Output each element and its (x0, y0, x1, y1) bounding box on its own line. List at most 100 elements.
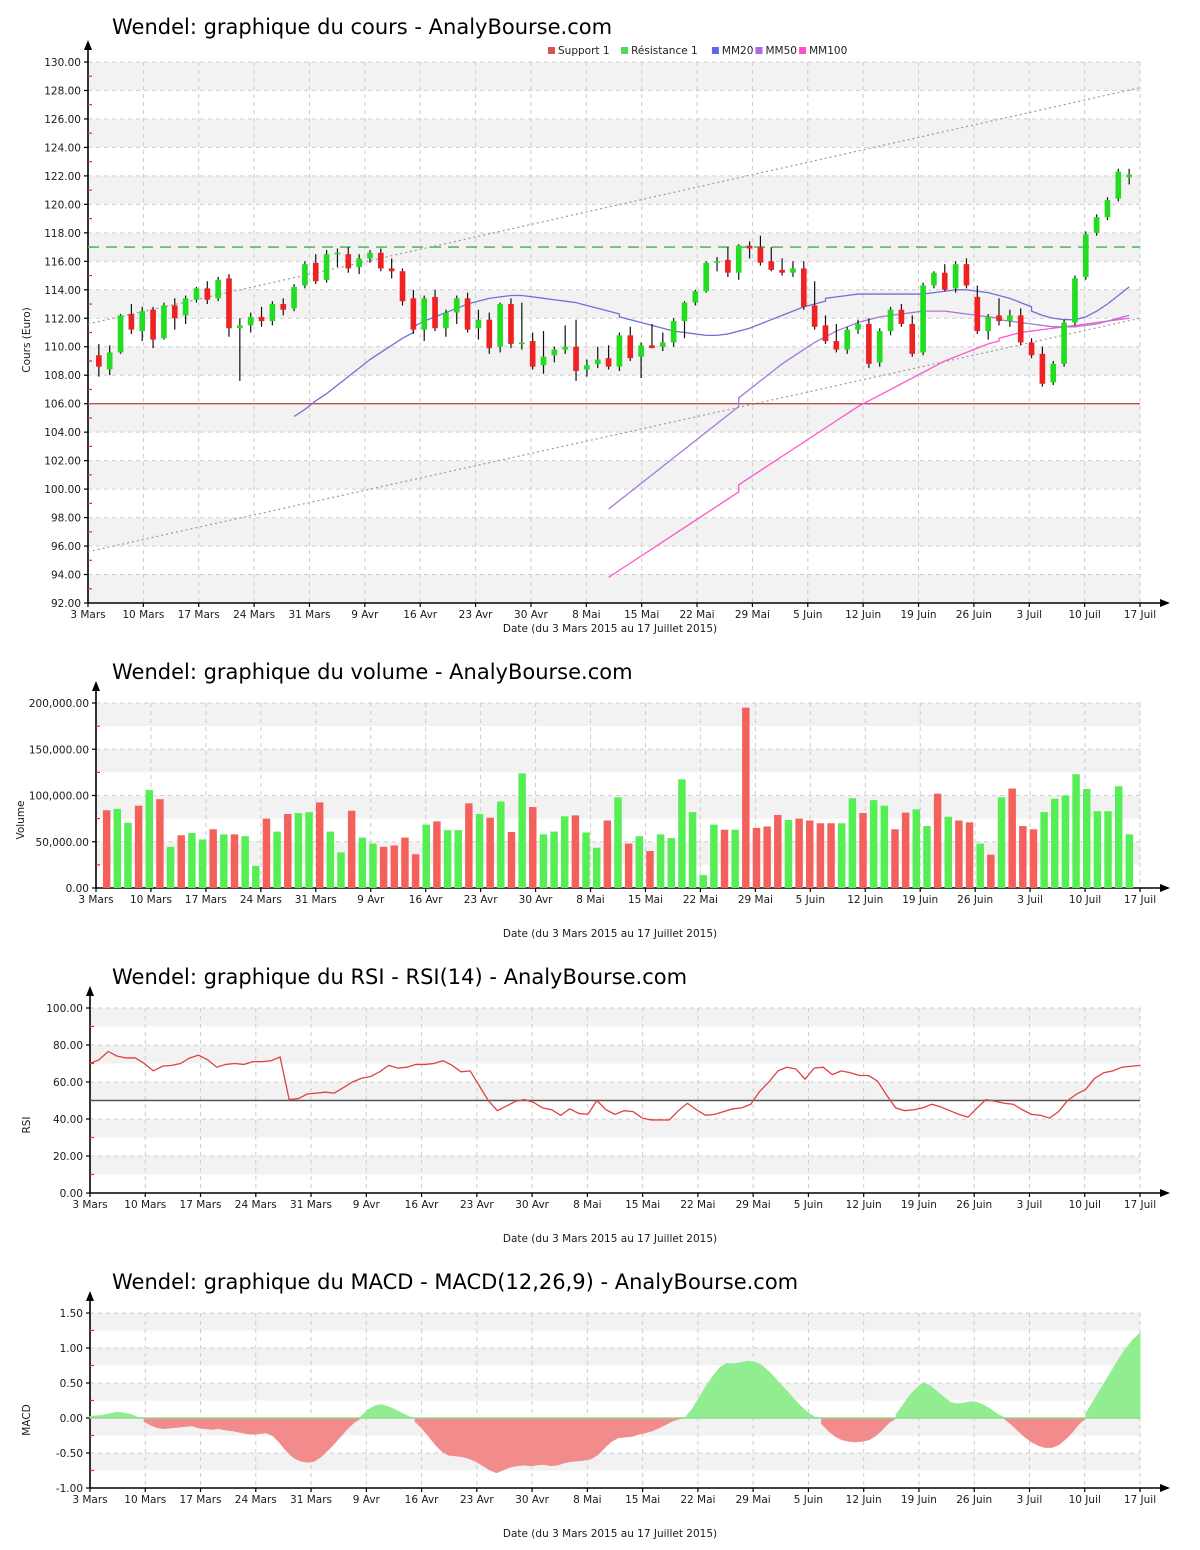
x-tick-label: 24 Mars (240, 894, 282, 906)
y-tick-label: 116.00 (44, 256, 81, 268)
volume-y-axis-label: Volume (15, 800, 27, 839)
candle-body (367, 252, 373, 259)
volume-bar (529, 807, 537, 888)
plot-band (90, 1313, 1140, 1331)
candle-body (735, 245, 742, 273)
volume-bar (284, 814, 292, 888)
candle-body (649, 345, 655, 349)
x-tick-label: 29 Mai (736, 1199, 771, 1211)
volume-bar (252, 865, 260, 888)
candle-body (96, 355, 102, 367)
candle-body (334, 252, 341, 255)
plot-band (96, 703, 1140, 727)
candle-body (1061, 322, 1067, 364)
plot-band (90, 1453, 1140, 1471)
candle-body (551, 349, 558, 356)
y-axis-arrow (92, 681, 100, 691)
x-tick-label: 17 Juil (1124, 1494, 1156, 1506)
volume-bar (720, 829, 729, 888)
x-tick-label: 10 Mars (130, 894, 172, 906)
legend-label-1: Résistance 1 (631, 45, 698, 57)
volume-bar (635, 836, 644, 888)
y-axis-arrow (86, 1291, 94, 1301)
y-tick-label: 130.00 (44, 57, 81, 69)
candle-body (659, 342, 666, 347)
volume-bar (997, 797, 1006, 888)
x-tick-label: 10 Mars (124, 1199, 166, 1211)
candle-body (811, 305, 818, 327)
volume-bar (1040, 812, 1048, 888)
candle-body (529, 341, 536, 367)
candle-body (1104, 200, 1111, 218)
plot-band (88, 517, 1140, 547)
volume-bar (315, 802, 324, 888)
x-tick-label: 8 Mai (573, 1199, 601, 1211)
x-tick-label: 3 Mars (78, 894, 113, 906)
y-tick-label: 20.00 (53, 1151, 83, 1163)
x-tick-label: 17 Juil (1124, 1199, 1156, 1211)
candle-body (204, 288, 211, 300)
volume-bar (539, 834, 548, 888)
plot-band (90, 1383, 1140, 1401)
plot-band (90, 1119, 1140, 1138)
candle-body (562, 346, 569, 350)
candle-body (497, 304, 503, 347)
volume-bar (1019, 826, 1027, 888)
rsi-chart-panel: Wendel: graphique du RSI - RSI(14) - Ana… (0, 950, 1200, 1255)
candle-body (887, 309, 894, 332)
volume-bar (475, 814, 484, 888)
x-axis-arrow (1160, 884, 1170, 892)
volume-bar (209, 829, 217, 888)
plot-band (88, 403, 1140, 433)
x-tick-label: 30 Avr (515, 1494, 549, 1506)
volume-bar (1029, 829, 1038, 888)
y-tick-label: 96.00 (51, 541, 81, 553)
volume-x-axis-label: Date (du 3 Mars 2015 au 17 Juillet 2015) (503, 928, 717, 940)
candle-body (432, 296, 438, 329)
x-tick-label: 10 Juil (1069, 1199, 1101, 1211)
macd-chart-panel: Wendel: graphique du MACD - MACD(12,26,9… (0, 1255, 1200, 1550)
volume-bar (1093, 811, 1102, 888)
volume-bar (358, 837, 367, 888)
plot-band (90, 1348, 1140, 1366)
y-tick-label: 80.00 (53, 1040, 83, 1052)
x-tick-label: 26 Juin (957, 894, 993, 906)
volume-bar (465, 803, 473, 888)
x-tick-label: 17 Juil (1124, 894, 1156, 906)
volume-bar (912, 809, 921, 888)
legend-label-3: MM50 (766, 45, 797, 57)
rsi-x-axis-label: Date (du 3 Mars 2015 au 17 Juillet 2015) (503, 1233, 717, 1245)
y-tick-label: 114.00 (44, 285, 81, 297)
x-tick-label: 10 Mars (122, 609, 164, 621)
candle-body (508, 304, 514, 344)
candle-body (291, 286, 297, 309)
macd-positive-area (89, 1332, 1141, 1419)
candle-body (312, 262, 319, 282)
x-tick-label: 17 Juil (1124, 609, 1156, 621)
volume-chart-svg: Wendel: graphique du volume - AnalyBours… (15, 660, 1170, 940)
candle-body (779, 269, 785, 273)
volume-bar (571, 815, 580, 888)
volume-bar (1061, 795, 1070, 888)
volume-bar (390, 845, 399, 888)
y-tick-label: 128.00 (44, 85, 81, 97)
x-tick-label: 22 Mai (679, 609, 714, 621)
y-tick-label: 118.00 (44, 228, 81, 240)
candle-body (247, 316, 254, 326)
volume-bar (305, 812, 313, 888)
x-tick-label: 19 Juin (902, 894, 938, 906)
candle-body (1072, 278, 1078, 323)
x-tick-label: 17 Mars (178, 609, 220, 621)
volume-bar (102, 810, 111, 888)
x-tick-label: 16 Avr (403, 609, 437, 621)
y-tick-label: 0.50 (60, 1378, 83, 1390)
y-tick-label: 1.00 (60, 1343, 83, 1355)
volume-bar (241, 836, 249, 888)
x-tick-label: 31 Mars (290, 1199, 332, 1211)
volume-bar (145, 789, 153, 888)
candle-body (822, 325, 829, 342)
x-tick-label: 22 Mai (683, 894, 718, 906)
x-tick-label: 9 Avr (353, 1494, 381, 1506)
candle-body (356, 258, 362, 268)
x-tick-label: 12 Juin (846, 1494, 882, 1506)
